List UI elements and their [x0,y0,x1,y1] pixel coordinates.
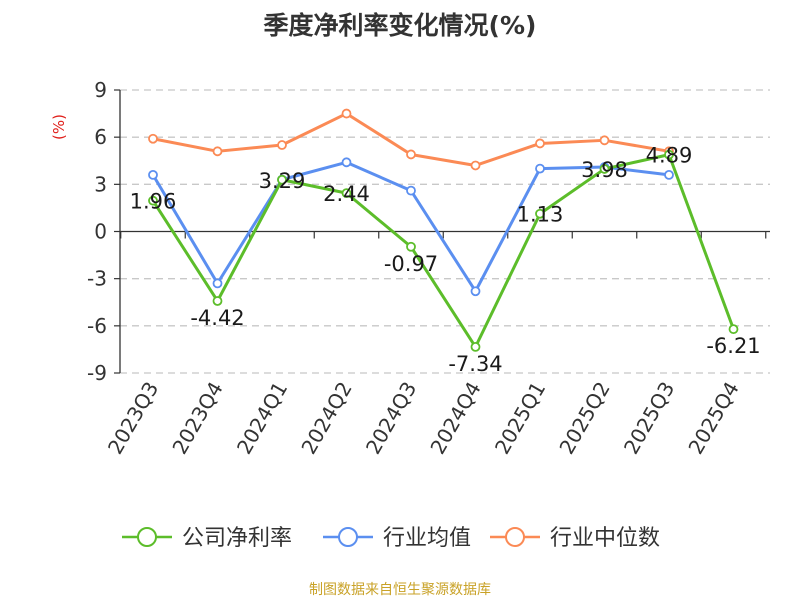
data-point [728,324,739,335]
x-tick-label: 2023Q4 [167,378,227,459]
data-label: 3.98 [581,158,628,182]
data-point [470,342,481,352]
legend-marker [338,527,358,547]
label-layer: 1.96 -4.42 3.29 2.44 -0.97 -7.34 1.13 3.98 4.89 -… [130,144,761,376]
data-point [148,133,158,144]
data-point [277,140,287,150]
data-point [535,163,545,174]
x-tick-label: 2025Q2 [554,378,614,459]
x-tick-label: 2023Q3 [103,378,163,459]
data-point [212,296,223,306]
x-tick-label: 2024Q1 [232,378,292,459]
legend-label: 公司净利率 [182,526,292,551]
data-point [664,169,674,180]
data-point [664,149,674,160]
data-label: 2.44 [323,182,370,206]
data-point [535,138,545,149]
data-label: -6.21 [706,334,760,358]
data-point [470,286,481,297]
x-tick-label: 2024Q3 [361,378,421,459]
data-point [406,241,416,252]
data-point [470,160,481,171]
data-point [599,135,610,146]
data-point [341,188,352,199]
data-point [212,278,223,289]
legend-label: 行业中位数 [550,526,660,551]
data-label: -7.34 [448,352,502,376]
y-tick-label: -3 [87,267,107,291]
data-point [212,146,223,157]
legend-layer: 公司净利率 行业均值 行业中位数 [122,526,660,551]
y-axis-label: (%) [50,114,68,140]
x-tick-label: 2025Q1 [490,378,550,459]
data-point [341,157,352,168]
x-tick-label: 2025Q4 [683,378,743,459]
data-label: -4.42 [190,306,244,330]
x-tick-label: 2024Q4 [425,378,485,459]
chart-title: 季度净利率变化情况(%) [263,11,537,40]
data-point [341,108,352,119]
data-point [148,195,158,206]
legend-label: 行业均值 [383,526,471,551]
data-point [599,164,610,174]
legend-marker [137,527,157,547]
data-point [406,149,416,160]
x-tick-label: 2025Q3 [619,378,679,459]
data-label: 1.96 [130,190,177,214]
data-label: 4.89 [646,144,693,168]
data-point [277,174,287,185]
x-tick-label: 2024Q2 [296,378,356,459]
data-point [535,208,545,219]
data-label: -0.97 [384,252,438,276]
data-label: 3.29 [259,169,306,193]
data-source-note: 制图数据来自恒生聚源数据库 [309,582,491,598]
y-tick-label: -9 [87,361,107,385]
series-line [151,153,735,349]
legend-marker [505,527,525,547]
data-point [148,169,158,180]
y-tick-label: 9 [94,78,107,102]
y-tick-label: 0 [94,220,107,244]
y-tick-label: 3 [94,172,107,196]
data-label: 1.13 [517,203,564,227]
y-tick-label: -6 [87,314,107,338]
data-point [406,185,416,196]
series-layer [148,108,739,352]
y-tick-label: 6 [94,125,107,149]
